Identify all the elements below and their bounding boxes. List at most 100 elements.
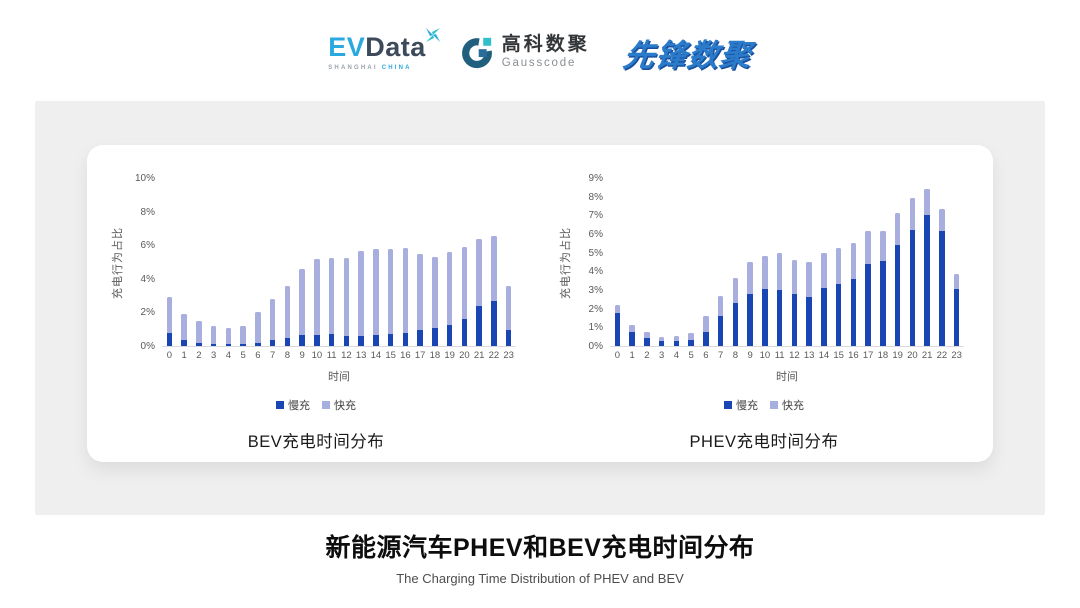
y-tick-label: 3%: [588, 285, 603, 296]
stacked-bar: [476, 239, 482, 346]
x-tick-label: 3: [210, 350, 217, 361]
bar-slot: [487, 235, 502, 346]
bar-segment-slow: [240, 344, 246, 346]
x-tick-label: 15: [385, 350, 396, 361]
x-tick-label: 0: [614, 350, 621, 361]
x-tick-label: 13: [803, 350, 815, 361]
bar-slot: [428, 256, 443, 346]
x-tick-label: 10: [311, 350, 323, 361]
phev-chart-area: 充电行为占比 0% 1% 2% 3% 4% 5% 6% 7% 8% 9% 0 1 2 3 4 5 6 7 8 9 10…: [560, 174, 964, 384]
x-tick-label: 2: [644, 350, 650, 361]
stacked-bar: [387, 248, 394, 346]
x-tick-label: 7: [717, 350, 724, 361]
bar-segment-slow: [732, 303, 739, 346]
bar-segment-slow: [953, 289, 960, 346]
bar-segment-slow: [629, 332, 635, 346]
y-tick-label: 9%: [588, 173, 603, 184]
bar-slot: [949, 274, 964, 346]
bar-slot: [699, 316, 714, 346]
charts-card: 充电行为占比 0% 2% 4% 6% 8% 10% 0 1 2 3 4 5 6 7 8 9 10 11 12 13 1…: [87, 145, 993, 462]
bar-segment-slow: [387, 334, 394, 346]
bar-segment-fast: [835, 248, 842, 285]
bar-slot: [280, 285, 295, 346]
x-tick-label: 16: [848, 350, 859, 361]
bar-segment-fast: [880, 231, 886, 262]
bar-slot: [935, 208, 950, 346]
bar-slot: [684, 332, 699, 346]
bar-segment-slow: [850, 278, 857, 346]
bar-segment-slow: [225, 344, 232, 346]
bar-segment-slow: [835, 284, 842, 346]
stacked-bar: [821, 252, 827, 346]
bar-segment-slow: [924, 215, 930, 346]
legend-item-slow: 慢充: [724, 397, 758, 413]
bar-segment-fast: [210, 325, 217, 345]
gausscode-cn-text: 高科数聚: [501, 34, 590, 56]
x-tick-label: 4: [673, 350, 680, 361]
bar-segment-fast: [776, 252, 783, 290]
xianfeng-text: 先锋数聚: [620, 37, 754, 73]
bar-slot: [354, 251, 369, 346]
bar-slot: [831, 248, 846, 346]
bar-slot: [787, 260, 802, 346]
x-tick-label: 12: [341, 350, 352, 361]
y-tick-label: 0%: [140, 341, 155, 352]
y-tick-label: 10%: [134, 173, 155, 184]
y-tick-label: 4%: [140, 273, 155, 285]
stacked-bar: [614, 304, 621, 346]
bar-segment-fast: [850, 243, 857, 279]
x-tick-label: 22: [488, 350, 500, 361]
stacked-bar: [225, 327, 232, 346]
bar-segment-fast: [491, 235, 497, 301]
bar-slot: [876, 231, 891, 346]
legend-swatch-slow: [724, 400, 732, 409]
bar-segment-fast: [299, 268, 305, 336]
evdata-logo: EVData SHANGHAI CHINA: [328, 27, 440, 71]
x-tick-label: 5: [240, 350, 246, 361]
x-tick-label: 18: [429, 350, 441, 361]
bar-slot: [890, 213, 905, 346]
stacked-bar: [240, 325, 246, 346]
stacked-bar: [196, 320, 202, 346]
bar-slot: [817, 252, 832, 346]
stacked-bar: [166, 297, 173, 346]
stacked-bar: [762, 256, 768, 346]
phev-chart: 充电行为占比 0% 1% 2% 3% 4% 5% 6% 7% 8% 9% 0 1 2 3 4 5 6 7 8 9 10…: [560, 174, 964, 462]
y-tick-label: 6%: [140, 240, 155, 252]
bar-segment-fast: [328, 257, 335, 335]
stacked-bar: [432, 256, 438, 346]
bar-slot: [206, 325, 221, 346]
x-tick-label: 20: [907, 350, 918, 361]
stacked-bar: [880, 231, 886, 346]
stacked-bar: [924, 189, 930, 346]
bar-segment-fast: [269, 298, 276, 341]
stacked-bar: [402, 247, 409, 346]
bar-segment-slow: [894, 245, 901, 346]
x-tick-label: 9: [299, 350, 305, 361]
x-axis-title: 时间: [328, 370, 350, 383]
bar-segment-slow: [673, 341, 680, 346]
bar-segment-slow: [269, 340, 276, 346]
x-tick-label: 8: [284, 350, 291, 361]
bar-slot: [758, 256, 773, 346]
bar-segment-slow: [166, 333, 173, 346]
bar-segment-slow: [909, 230, 916, 346]
bar-segment-fast: [314, 258, 320, 336]
bar-slot: [472, 239, 487, 346]
stacked-bar: [358, 251, 364, 346]
bar-slot: [265, 298, 280, 346]
bar-segment-fast: [343, 257, 350, 336]
legend-item-slow: 慢充: [276, 397, 310, 413]
bar-slot: [310, 258, 325, 346]
legend: 慢充 快充: [564, 397, 964, 413]
x-tick-label: 19: [892, 350, 903, 361]
legend: 慢充 快充: [116, 397, 516, 413]
x-tick-label: 15: [833, 350, 844, 361]
bar-slot: [772, 252, 787, 346]
stacked-bar: [446, 251, 453, 346]
bar-segment-slow: [446, 325, 453, 346]
bar-segment-slow: [373, 335, 379, 346]
stacked-bar: [461, 246, 468, 346]
bar-segment-fast: [644, 332, 650, 338]
